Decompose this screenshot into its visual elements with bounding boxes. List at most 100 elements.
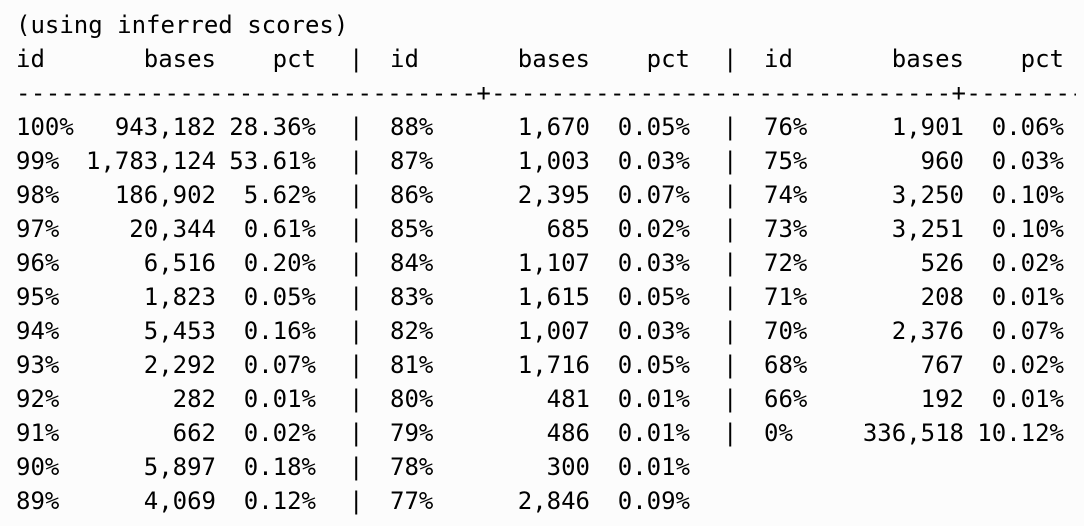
header-pipe-1: | — [349, 45, 364, 73]
cell-id: 78% — [390, 453, 434, 481]
header-pct-2: pct — [646, 45, 690, 73]
column-divider: | — [349, 453, 364, 481]
cell-id: 71% — [764, 283, 808, 311]
cell-bases: 192 — [920, 385, 964, 413]
cell-id: 98% — [16, 181, 60, 209]
cell-pct: 5.62% — [243, 181, 316, 209]
cell-bases: 208 — [920, 283, 964, 311]
header-id-3: id — [764, 45, 793, 73]
separator-line: -------------------------------+--------… — [16, 76, 1076, 110]
cell-pct: 0.07% — [991, 317, 1064, 345]
cell-pct: 0.02% — [991, 351, 1064, 379]
title-line: (using inferred scores) — [16, 8, 348, 42]
cell-id: 70% — [764, 317, 808, 345]
cell-id: 85% — [390, 215, 434, 243]
cell-bases: 2,846 — [517, 487, 590, 515]
cell-bases: 2,292 — [143, 351, 216, 379]
cell-bases: 960 — [920, 147, 964, 175]
cell-id: 94% — [16, 317, 60, 345]
cell-bases: 1,716 — [517, 351, 590, 379]
cell-pct: 0.01% — [991, 283, 1064, 311]
cell-id: 75% — [764, 147, 808, 175]
cell-id: 73% — [764, 215, 808, 243]
cell-id: 91% — [16, 419, 60, 447]
cell-id: 0% — [764, 419, 793, 447]
header-bases-3: bases — [891, 45, 964, 73]
cell-pct: 0.01% — [243, 385, 316, 413]
cell-bases: 685 — [546, 215, 590, 243]
cell-id: 79% — [390, 419, 434, 447]
cell-id: 82% — [390, 317, 434, 345]
column-divider: | — [723, 147, 738, 175]
column-divider: | — [723, 113, 738, 141]
cell-pct: 0.05% — [617, 283, 690, 311]
cell-pct: 0.05% — [243, 283, 316, 311]
cell-id: 86% — [390, 181, 434, 209]
cell-pct: 0.20% — [243, 249, 316, 277]
cell-bases: 4,069 — [143, 487, 216, 515]
cell-id: 68% — [764, 351, 808, 379]
cell-pct: 10.12% — [977, 419, 1064, 447]
cell-bases: 486 — [546, 419, 590, 447]
cell-id: 92% — [16, 385, 60, 413]
cell-bases: 2,395 — [517, 181, 590, 209]
cell-bases: 1,003 — [517, 147, 590, 175]
title: (using inferred scores) — [16, 11, 349, 39]
cell-bases: 1,107 — [517, 249, 590, 277]
column-divider: | — [349, 113, 364, 141]
cell-bases: 5,897 — [143, 453, 216, 481]
cell-id: 96% — [16, 249, 60, 277]
cell-bases: 1,007 — [517, 317, 590, 345]
cell-pct: 0.02% — [617, 215, 690, 243]
cell-pct: 28.36% — [229, 113, 316, 141]
cell-id: 90% — [16, 453, 60, 481]
cell-pct: 0.03% — [991, 147, 1064, 175]
cell-pct: 0.61% — [243, 215, 316, 243]
column-divider: | — [349, 419, 364, 447]
cell-pct: 0.02% — [243, 419, 316, 447]
cell-bases: 526 — [920, 249, 964, 277]
cell-bases: 1,823 — [143, 283, 216, 311]
column-divider: | — [349, 249, 364, 277]
column-divider: | — [723, 317, 738, 345]
cell-bases: 336,518 — [862, 419, 964, 447]
cell-bases: 3,250 — [891, 181, 964, 209]
header-pct-3: pct — [1020, 45, 1064, 73]
cell-id: 83% — [390, 283, 434, 311]
cell-pct: 0.03% — [617, 249, 690, 277]
cell-id: 88% — [390, 113, 434, 141]
cell-pct: 0.18% — [243, 453, 316, 481]
cell-pct: 0.10% — [991, 215, 1064, 243]
cell-pct: 0.03% — [617, 317, 690, 345]
cell-id: 84% — [390, 249, 434, 277]
header-bases-1: bases — [143, 45, 216, 73]
cell-id: 76% — [764, 113, 808, 141]
terminal-output: (using inferred scores) id bases pct | i… — [16, 8, 1076, 518]
header-bases-2: bases — [517, 45, 590, 73]
cell-bases: 767 — [920, 351, 964, 379]
cell-bases: 1,615 — [517, 283, 590, 311]
cell-bases: 5,453 — [143, 317, 216, 345]
cell-bases: 6,516 — [143, 249, 216, 277]
separator: -------------------------------+--------… — [16, 79, 1076, 107]
cell-bases: 186,902 — [114, 181, 216, 209]
header-id-2: id — [390, 45, 419, 73]
cell-id: 66% — [764, 385, 808, 413]
cell-id: 97% — [16, 215, 60, 243]
cell-pct: 0.01% — [617, 419, 690, 447]
cell-id: 100% — [16, 113, 74, 141]
cell-pct: 0.05% — [617, 113, 690, 141]
cell-pct: 0.01% — [617, 385, 690, 413]
header-pct-1: pct — [272, 45, 316, 73]
cell-bases: 1,670 — [517, 113, 590, 141]
cell-id: 99% — [16, 147, 60, 175]
cell-pct: 0.12% — [243, 487, 316, 515]
cell-id: 80% — [390, 385, 434, 413]
cell-id: 72% — [764, 249, 808, 277]
column-divider: | — [723, 419, 738, 447]
column-divider: | — [349, 283, 364, 311]
cell-bases: 2,376 — [891, 317, 964, 345]
cell-pct: 0.02% — [991, 249, 1064, 277]
cell-id: 93% — [16, 351, 60, 379]
cell-bases: 1,783,124 — [86, 147, 217, 175]
